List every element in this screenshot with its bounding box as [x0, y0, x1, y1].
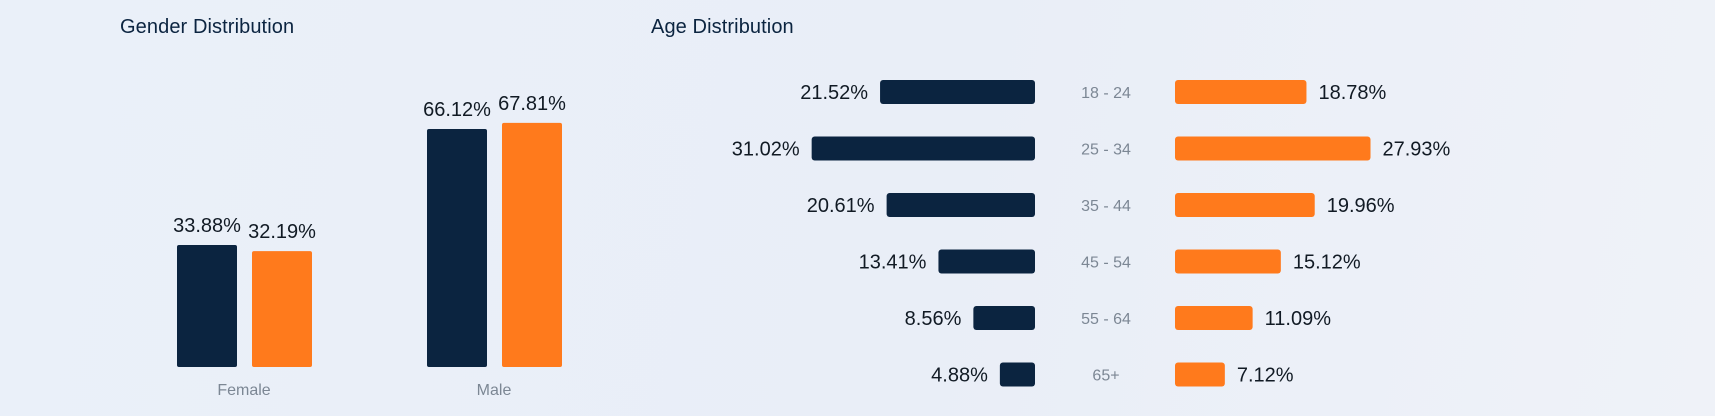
age-category-label: 55 - 64: [1081, 311, 1131, 328]
age-category-label: 35 - 44: [1081, 198, 1131, 215]
age-right-value-label: 11.09%: [1265, 308, 1332, 330]
age-left-value-label: 31.02%: [732, 139, 800, 161]
age-distribution-title: Age Distribution: [651, 16, 794, 38]
age-bar-right-5: [1175, 362, 1225, 387]
age-bar-left-0: [880, 80, 1035, 104]
gender-distribution-title: Gender Distribution: [120, 16, 295, 38]
gender-bar-female-series-1: [177, 245, 237, 367]
gender-bar-male-series-2: [502, 122, 562, 367]
age-bar-right-0: [1175, 80, 1307, 104]
age-left-value-label: 13.41%: [859, 252, 927, 274]
gender-value-label: 67.81%: [498, 93, 566, 115]
age-bar-right-4: [1175, 306, 1253, 330]
gender-distribution-chart: 33.88% 32.19% Female 66.12% 67.81% Male: [173, 93, 566, 399]
age-left-value-label: 8.56%: [905, 308, 962, 330]
age-bar-right-1: [1175, 136, 1371, 161]
gender-value-label: 32.19%: [248, 221, 316, 243]
age-left-value-label: 21.52%: [800, 82, 868, 104]
age-right-value-label: 27.93%: [1383, 139, 1451, 161]
age-category-label: 25 - 34: [1081, 142, 1131, 159]
age-right-value-label: 15.12%: [1293, 252, 1361, 274]
gender-bar-male-series-1: [427, 128, 487, 367]
age-bar-left-2: [886, 193, 1035, 217]
gender-category-label: Male: [477, 382, 512, 399]
gender-category-label: Female: [217, 382, 270, 399]
age-bar-left-4: [973, 306, 1035, 330]
gender-value-label: 66.12%: [423, 99, 491, 121]
age-left-value-label: 20.61%: [807, 195, 875, 217]
age-right-value-label: 19.96%: [1327, 195, 1395, 217]
age-left-value-label: 4.88%: [931, 365, 988, 387]
gender-value-label: 33.88%: [173, 215, 241, 237]
age-bar-right-3: [1175, 249, 1281, 274]
age-right-value-label: 7.12%: [1237, 365, 1294, 387]
age-bar-right-2: [1175, 193, 1315, 217]
gender-bar-female-series-2: [252, 251, 312, 367]
age-category-label: 18 - 24: [1081, 85, 1131, 102]
age-category-label: 45 - 54: [1081, 255, 1131, 272]
age-bar-left-1: [811, 136, 1035, 161]
age-right-value-label: 18.78%: [1318, 82, 1386, 104]
age-bar-left-3: [938, 249, 1035, 274]
age-bar-left-5: [999, 362, 1035, 387]
age-category-label: 65+: [1092, 368, 1119, 385]
